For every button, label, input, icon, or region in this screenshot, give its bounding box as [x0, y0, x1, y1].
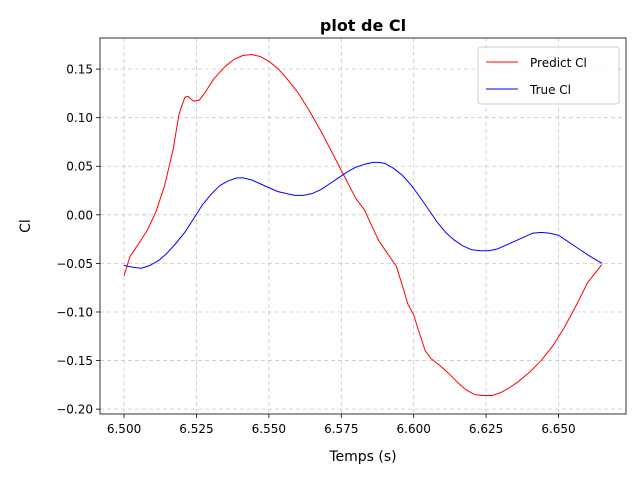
- y-tick-label: −0.15: [56, 354, 93, 368]
- legend: Predict Cl True Cl: [477, 46, 620, 105]
- x-axis-label: Temps (s): [328, 449, 396, 465]
- y-tick-label: 0.05: [66, 160, 93, 174]
- legend-label-true: True Cl: [529, 83, 571, 97]
- x-tick-label: 6.650: [541, 422, 575, 436]
- plot-frame: [99, 37, 627, 415]
- x-tick-label: 6.625: [469, 422, 503, 436]
- y-tick-label: 0.00: [66, 208, 93, 222]
- series-lines: [123, 54, 603, 397]
- y-axis-ticks: −0.20 −0.15 −0.10 −0.05 0.00 0.05 0.10 0.15: [56, 63, 100, 417]
- chart-title: plot de Cl: [320, 16, 406, 35]
- x-tick-label: 6.525: [179, 422, 213, 436]
- y-tick-label: −0.05: [56, 257, 93, 271]
- x-tick-label: 6.600: [397, 422, 431, 436]
- x-tick-label: 6.575: [324, 422, 358, 436]
- legend-box: [477, 46, 620, 105]
- x-axis-ticks: 6.500 6.525 6.550 6.575 6.600 6.625 6.650: [107, 414, 576, 436]
- y-axis-label: Cl: [18, 219, 34, 233]
- x-tick-label: 6.500: [107, 422, 141, 436]
- y-tick-label: 0.15: [66, 63, 93, 77]
- y-tick-label: 0.10: [66, 111, 93, 125]
- legend-label-predict: Predict Cl: [530, 56, 587, 70]
- y-tick-label: −0.10: [56, 305, 93, 319]
- y-tick-label: −0.20: [56, 403, 93, 417]
- grid: [100, 38, 626, 414]
- series-line-true: [123, 161, 603, 269]
- series-line-predict: [123, 54, 603, 397]
- x-tick-label: 6.550: [252, 422, 286, 436]
